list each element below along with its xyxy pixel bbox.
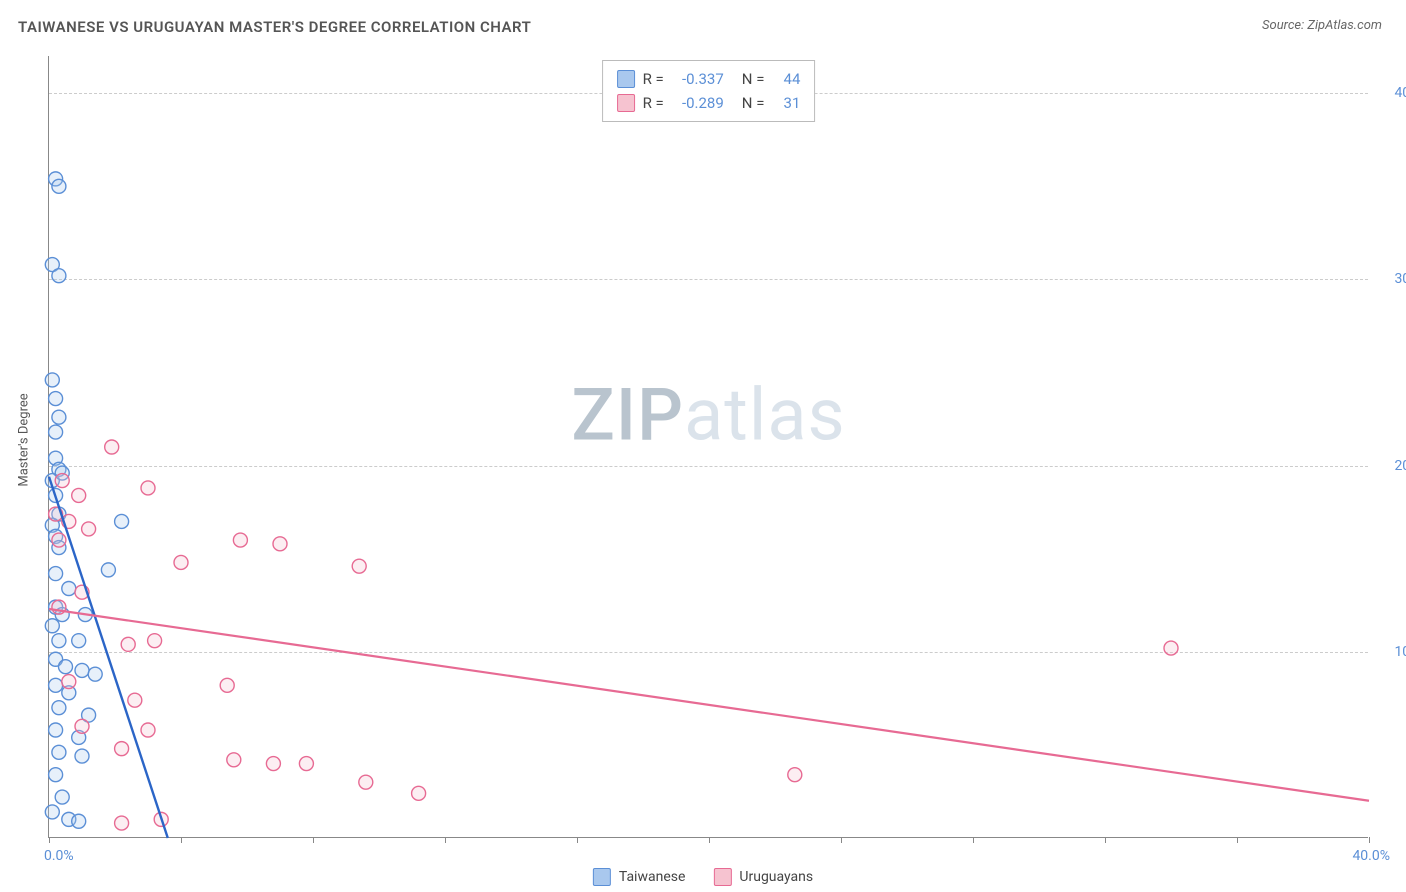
scatter-point — [105, 440, 119, 454]
scatter-point — [72, 814, 86, 828]
scatter-point — [62, 582, 76, 596]
scatter-point — [233, 533, 247, 547]
scatter-point — [121, 637, 135, 651]
scatter-point — [49, 425, 63, 439]
scatter-point — [45, 619, 59, 633]
scatter-point — [49, 567, 63, 581]
x-tick — [181, 837, 182, 843]
chart-title: TAIWANESE VS URUGUAYAN MASTER'S DEGREE C… — [18, 18, 531, 36]
scatter-point — [45, 805, 59, 819]
scatter-point — [227, 753, 241, 767]
y-tick-label: 40.0% — [1376, 85, 1406, 101]
x-tick — [313, 837, 314, 843]
x-tick — [973, 837, 974, 843]
r-value-taiwanese: -0.337 — [672, 67, 724, 91]
scatter-svg — [49, 56, 1368, 837]
swatch-taiwanese — [617, 70, 635, 88]
legend-correlation-box: R = -0.337 N = 44 R = -0.289 N = 31 — [602, 60, 816, 122]
scatter-point — [59, 660, 73, 674]
scatter-point — [75, 663, 89, 677]
scatter-point — [52, 179, 66, 193]
legend-item-uruguayans: Uruguayans — [713, 868, 813, 886]
legend-bottom: Taiwanese Uruguayans — [593, 868, 813, 886]
swatch-uruguayans — [617, 94, 635, 112]
scatter-point — [141, 481, 155, 495]
scatter-point — [52, 533, 66, 547]
n-value-taiwanese: 44 — [772, 67, 800, 91]
scatter-point — [72, 488, 86, 502]
scatter-point — [788, 768, 802, 782]
trend-line-taiwanese — [49, 477, 168, 838]
x-tick — [577, 837, 578, 843]
scatter-point — [148, 634, 162, 648]
x-tick-min: 0.0% — [44, 848, 74, 864]
scatter-point — [115, 816, 129, 830]
legend-item-taiwanese: Taiwanese — [593, 868, 686, 886]
n-value-uruguayans: 31 — [772, 91, 800, 115]
scatter-point — [52, 634, 66, 648]
y-tick-label: 10.0% — [1376, 644, 1406, 660]
x-tick — [1237, 837, 1238, 843]
scatter-point — [82, 522, 96, 536]
plot-area: ZIPatlas 10.0%20.0%30.0%40.0% R = -0.337… — [48, 56, 1368, 838]
r-label: R = — [643, 91, 664, 115]
scatter-point — [220, 678, 234, 692]
x-tick — [709, 837, 710, 843]
scatter-point — [49, 768, 63, 782]
scatter-point — [128, 693, 142, 707]
source-label: Source: ZipAtlas.com — [1262, 18, 1382, 33]
scatter-point — [273, 537, 287, 551]
scatter-point — [141, 723, 155, 737]
y-tick-label: 30.0% — [1376, 271, 1406, 287]
legend-label: Uruguayans — [739, 869, 813, 885]
scatter-point — [52, 410, 66, 424]
swatch-uruguayans — [713, 868, 731, 886]
r-value-uruguayans: -0.289 — [672, 91, 724, 115]
scatter-point — [55, 790, 69, 804]
scatter-point — [1164, 641, 1178, 655]
scatter-point — [49, 392, 63, 406]
x-tick — [445, 837, 446, 843]
scatter-point — [52, 701, 66, 715]
scatter-point — [412, 786, 426, 800]
scatter-point — [359, 775, 373, 789]
x-tick — [1105, 837, 1106, 843]
y-tick-label: 20.0% — [1376, 458, 1406, 474]
r-label: R = — [643, 67, 664, 91]
n-label: N = — [742, 91, 765, 115]
scatter-point — [352, 559, 366, 573]
legend-label: Taiwanese — [619, 869, 686, 885]
scatter-point — [49, 723, 63, 737]
scatter-point — [115, 742, 129, 756]
n-label: N = — [742, 67, 765, 91]
scatter-point — [75, 749, 89, 763]
y-axis-label: Master's Degree — [17, 393, 32, 486]
scatter-point — [49, 678, 63, 692]
scatter-point — [101, 563, 115, 577]
x-tick — [841, 837, 842, 843]
scatter-point — [299, 757, 313, 771]
scatter-point — [174, 555, 188, 569]
x-tick-max: 40.0% — [1352, 848, 1390, 864]
scatter-point — [62, 675, 76, 689]
legend-row-taiwanese: R = -0.337 N = 44 — [617, 67, 801, 91]
scatter-point — [88, 667, 102, 681]
scatter-point — [52, 269, 66, 283]
swatch-taiwanese — [593, 868, 611, 886]
scatter-point — [115, 514, 129, 528]
scatter-point — [266, 757, 280, 771]
scatter-point — [52, 745, 66, 759]
x-tick — [1369, 837, 1370, 843]
scatter-point — [45, 373, 59, 387]
scatter-point — [55, 474, 69, 488]
trend-line-uruguayans — [49, 609, 1369, 801]
legend-row-uruguayans: R = -0.289 N = 31 — [617, 91, 801, 115]
scatter-point — [72, 634, 86, 648]
scatter-point — [75, 719, 89, 733]
x-tick — [49, 837, 50, 843]
